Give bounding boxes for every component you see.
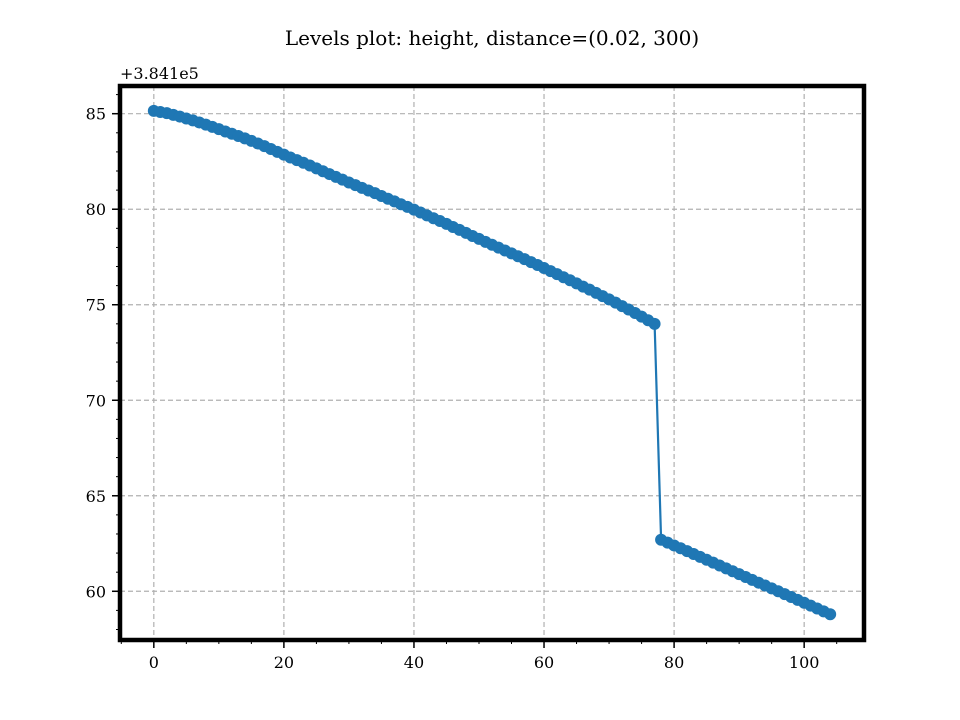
y-tick-label: 85: [86, 105, 106, 124]
x-tick-label: 20: [274, 653, 294, 672]
y-axis-offset-label: +3.841e5: [120, 64, 199, 83]
y-tick-label: 60: [86, 582, 106, 601]
x-tick-label: 100: [789, 653, 820, 672]
y-axis: 60 65 70 75 80 85: [86, 105, 120, 601]
y-tick-label: 70: [86, 391, 106, 410]
y-tick-label: 75: [86, 296, 106, 315]
x-axis: 0 20 40 60 80 100: [149, 640, 820, 672]
x-tick-label: 80: [664, 653, 684, 672]
plot-frame: [117, 83, 867, 643]
series-points: [147, 104, 837, 621]
plot-area: [120, 86, 864, 640]
chart-title: Levels plot: height, distance=(0.02, 300…: [285, 26, 699, 50]
y-tick-label: 80: [86, 200, 106, 219]
data-point: [824, 608, 837, 621]
data-point: [648, 317, 661, 330]
grid: [120, 86, 864, 640]
x-tick-label: 60: [534, 653, 554, 672]
x-tick-label: 0: [149, 653, 159, 672]
x-tick-label: 40: [404, 653, 424, 672]
y-tick-label: 65: [86, 487, 106, 506]
